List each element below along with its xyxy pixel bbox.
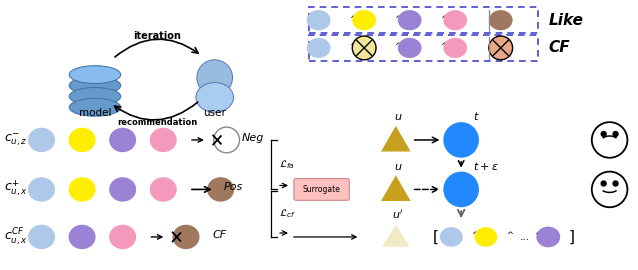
Text: $u$: $u$ (394, 162, 402, 172)
Text: $t$: $t$ (473, 110, 480, 122)
Text: $t+\epsilon$: $t+\epsilon$ (473, 160, 499, 172)
Ellipse shape (28, 177, 55, 202)
Ellipse shape (68, 128, 96, 152)
Text: model: model (78, 108, 111, 118)
Circle shape (443, 172, 479, 207)
Ellipse shape (443, 10, 467, 30)
Ellipse shape (28, 225, 55, 249)
Text: $c^{+}_{u,x}$: $c^{+}_{u,x}$ (4, 179, 28, 200)
Ellipse shape (70, 77, 121, 94)
Text: ^: ^ (68, 183, 75, 192)
Text: $u$: $u$ (394, 112, 402, 122)
Text: ^: ^ (68, 231, 75, 239)
Ellipse shape (28, 128, 55, 152)
Text: [: [ (433, 230, 438, 244)
Ellipse shape (398, 10, 422, 30)
Text: ...: ... (519, 232, 530, 242)
Ellipse shape (307, 10, 330, 30)
Ellipse shape (537, 227, 560, 247)
Text: ^: ^ (506, 231, 513, 241)
Ellipse shape (489, 10, 512, 30)
Text: ^: ^ (349, 15, 356, 24)
Ellipse shape (150, 177, 177, 202)
Text: ^: ^ (394, 42, 401, 51)
Text: user: user (204, 108, 226, 118)
Text: ^: ^ (108, 231, 115, 239)
Ellipse shape (398, 38, 422, 58)
Ellipse shape (70, 98, 121, 116)
Text: ^: ^ (534, 231, 541, 241)
Circle shape (197, 60, 232, 95)
Text: ]: ] (569, 230, 575, 244)
Text: Like: Like (548, 13, 583, 28)
Circle shape (443, 122, 479, 158)
Ellipse shape (440, 227, 463, 247)
Circle shape (613, 181, 618, 186)
Circle shape (601, 181, 606, 186)
Text: iteration: iteration (133, 31, 181, 41)
Text: ^: ^ (68, 133, 75, 143)
Text: CF: CF (548, 40, 570, 55)
Ellipse shape (207, 177, 234, 202)
Text: Surrogate: Surrogate (302, 185, 341, 194)
Text: $c^{-}_{u,z}$: $c^{-}_{u,z}$ (4, 131, 27, 148)
Text: ^: ^ (149, 133, 156, 143)
Polygon shape (381, 175, 411, 201)
Text: ^: ^ (471, 231, 478, 241)
Text: ^: ^ (440, 15, 447, 24)
Circle shape (613, 131, 618, 136)
Text: ^: ^ (349, 42, 356, 51)
Circle shape (601, 131, 606, 136)
Ellipse shape (109, 177, 136, 202)
Text: $u'$: $u'$ (392, 208, 404, 221)
Text: $\mathcal{L}_{fa}$: $\mathcal{L}_{fa}$ (279, 158, 295, 171)
Text: ^: ^ (149, 183, 156, 192)
Text: $c^{CF}_{u,x}$: $c^{CF}_{u,x}$ (4, 226, 28, 248)
Ellipse shape (70, 66, 121, 83)
Ellipse shape (109, 225, 136, 249)
Ellipse shape (150, 128, 177, 152)
Ellipse shape (68, 177, 96, 202)
Circle shape (214, 127, 239, 153)
Ellipse shape (68, 225, 96, 249)
Text: Neg: Neg (241, 133, 263, 143)
Ellipse shape (196, 83, 234, 112)
Text: ^: ^ (394, 15, 401, 24)
Text: recommendation: recommendation (117, 118, 197, 127)
Ellipse shape (307, 38, 330, 58)
Ellipse shape (352, 10, 376, 30)
Ellipse shape (443, 38, 467, 58)
Ellipse shape (70, 87, 121, 105)
Circle shape (592, 122, 627, 158)
Ellipse shape (475, 227, 498, 247)
Text: Pos: Pos (224, 183, 243, 193)
Circle shape (489, 36, 512, 60)
Circle shape (352, 36, 376, 60)
Text: CF: CF (212, 230, 227, 240)
Text: ^: ^ (440, 42, 447, 51)
Text: $\mathcal{L}_{cf}$: $\mathcal{L}_{cf}$ (279, 207, 296, 220)
Polygon shape (381, 126, 411, 151)
Text: ^: ^ (108, 183, 115, 192)
FancyBboxPatch shape (294, 178, 350, 200)
Ellipse shape (172, 225, 200, 249)
Text: ^: ^ (108, 133, 115, 143)
Ellipse shape (109, 128, 136, 152)
Circle shape (592, 172, 627, 207)
Polygon shape (382, 225, 410, 247)
